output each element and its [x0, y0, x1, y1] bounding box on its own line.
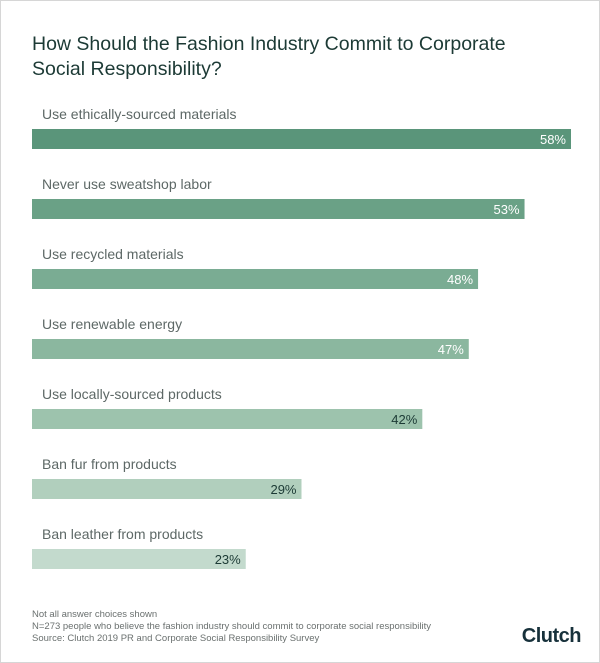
- bar: [32, 269, 479, 289]
- category-label: Ban leather from products: [42, 526, 203, 542]
- bar: [32, 199, 525, 219]
- note-choices: Not all answer choices shown: [32, 609, 158, 620]
- category-label: Use locally-sourced products: [42, 386, 222, 402]
- value-label: 53%: [494, 202, 520, 217]
- value-label: 29%: [270, 482, 296, 497]
- bar: [32, 479, 302, 499]
- bar: [32, 409, 423, 429]
- value-label: 42%: [391, 412, 417, 427]
- bar: [32, 339, 469, 359]
- clutch-logo: Clutch: [521, 625, 582, 647]
- chart-title: How Should the Fashion Industry Commit t…: [32, 33, 506, 80]
- value-label: 58%: [540, 132, 566, 147]
- footnotes: Not all answer choices shown N=273 peopl…: [32, 609, 431, 645]
- value-label: 47%: [438, 342, 464, 357]
- bar-chart: Use ethically-sourced materials 58% Never …: [32, 106, 571, 569]
- category-label: Never use sweatshop labor: [42, 176, 212, 192]
- category-label: Use ethically-sourced materials: [42, 106, 237, 122]
- note-source: Source: Clutch 2019 PR and Corporate Soc…: [32, 633, 320, 644]
- bar: [32, 129, 571, 149]
- category-label: Ban fur from products: [42, 456, 177, 472]
- category-label: Use renewable energy: [42, 316, 182, 332]
- note-sample: N=273 people who believe the fashion ind…: [32, 621, 431, 632]
- value-label: 23%: [215, 552, 241, 567]
- bar: [32, 549, 246, 569]
- category-label: Use recycled materials: [42, 246, 184, 262]
- value-label: 48%: [447, 272, 473, 287]
